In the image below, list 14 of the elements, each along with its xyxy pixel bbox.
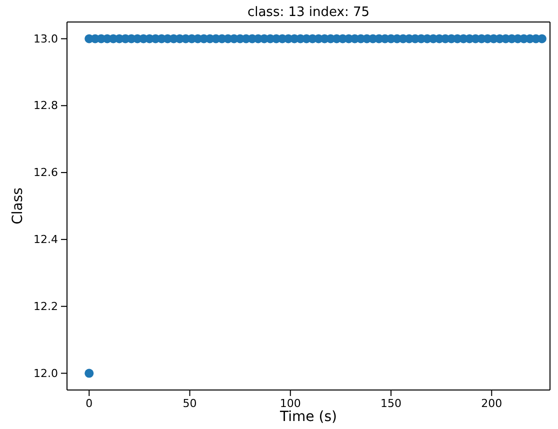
x-tick-label: 100	[280, 396, 301, 410]
x-tick-label: 0	[86, 396, 93, 410]
y-tick-label: 12.4	[34, 232, 58, 246]
x-tick-label: 50	[182, 396, 197, 410]
x-tick-label: 200	[481, 396, 502, 410]
y-tick-label: 13.0	[34, 32, 58, 46]
y-tick-label: 12.6	[34, 166, 58, 180]
y-tick-label: 12.0	[34, 366, 58, 380]
x-axis-title: Time (s)	[279, 409, 337, 425]
y-tick-label: 12.2	[34, 300, 58, 313]
y-tick-label: 12.8	[34, 99, 58, 112]
x-tick-label: 150	[380, 396, 402, 410]
chart-title: class: 13 index: 75	[247, 5, 370, 20]
y-axis-title: Class	[10, 188, 26, 224]
